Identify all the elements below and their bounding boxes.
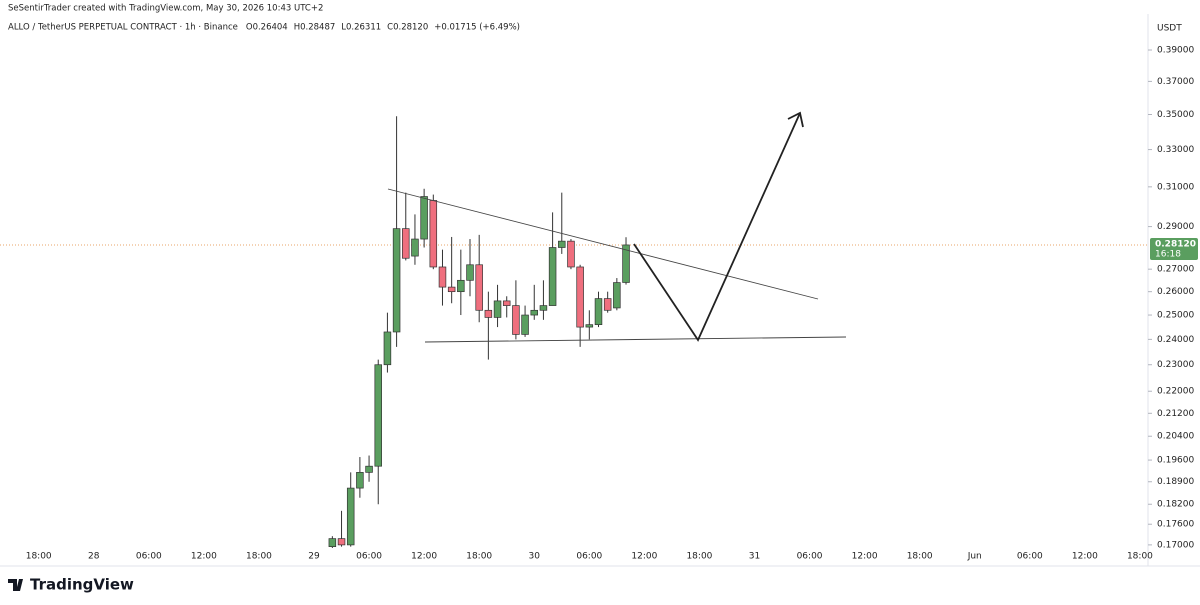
y-tick-label: 0.27000 [1157,265,1194,275]
y-tick-label: 0.22000 [1157,387,1194,397]
x-tick-label: 30 [529,552,541,562]
x-tick-label: 06:00 [797,552,823,562]
y-tick-label: 0.18900 [1157,477,1194,487]
upper-trendline [387,188,819,300]
y-tick-label: 0.31000 [1157,182,1194,192]
x-tick-label: 18:00 [1127,552,1153,562]
y-tick-label: 0.18200 [1157,500,1194,510]
ohlc-value: H0.28487 [294,23,336,33]
candle-body [548,247,557,306]
y-tick-label: 0.24000 [1157,335,1194,345]
current-price-label: 0.28120 [1155,239,1196,249]
candle-body [521,314,529,335]
y-tick-label: 0.23000 [1157,360,1194,370]
candle-body [558,240,566,248]
candle-body [539,305,548,311]
candle-body [603,298,612,311]
x-tick-label: 06:00 [356,552,382,562]
plot-area [0,116,1148,548]
y-tick-label: 0.17600 [1157,520,1194,530]
y-tick-label: 0.25000 [1157,311,1194,321]
x-tick-label: 18:00 [686,552,712,562]
candle-body [484,309,493,318]
candle-body [567,240,575,268]
candle-body [493,300,502,318]
price-axis-panel [1148,14,1200,554]
y-tick-label: 0.39000 [1157,46,1194,56]
candle-body [411,238,419,257]
x-tick-label: Jun [967,552,982,562]
y-tick-label: 0.17000 [1157,540,1194,550]
credit: SeSentirTrader created with TradingView.… [8,4,323,14]
candle-body [392,228,401,333]
y-tick-label: 0.26000 [1157,287,1194,297]
current-price-box [1150,237,1198,260]
candle-body [402,228,410,259]
y-tick-label: 0.19600 [1157,456,1194,466]
currency: USDT [1157,24,1182,34]
y-tick-label: 0.29000 [1157,222,1194,232]
brand-logo [8,579,23,591]
x-tick-label: 18:00 [907,552,933,562]
ohlc-value: O0.26404 [246,23,288,33]
x-tick-label: 12:00 [1072,552,1098,562]
candle-body [356,472,364,489]
ohlc-value: C0.28120 [387,23,428,33]
x-tick-label: 18:00 [466,552,492,562]
x-tick-label: 28 [88,552,100,562]
ohlc-value: +0.01715 (+6.49%) [434,23,520,33]
candle-body [457,279,465,293]
x-tick-label: 29 [308,552,320,562]
candle-body [328,538,337,547]
candle-body [613,282,621,309]
candle-body [475,264,483,311]
candle-body [365,465,373,473]
x-tick-label: 12:00 [191,552,217,562]
candle-body [374,364,382,467]
candle-body [576,266,584,328]
arrow-head [787,111,804,128]
candle-body [512,305,520,335]
x-tick-label: 18:00 [26,552,52,562]
x-tick-label: 12:00 [852,552,878,562]
candle-body [466,264,474,281]
y-tick-label: 0.20400 [1157,432,1194,442]
candle-body [337,538,346,546]
candle-body [383,331,392,366]
projection-path [633,112,801,342]
symbol: ALLO / TetherUS PERPETUAL CONTRACT · 1h … [8,23,238,33]
y-tick-label: 0.21200 [1157,409,1194,419]
y-tick-label: 0.33000 [1157,145,1194,155]
countdown: 16:18 [1155,249,1181,259]
x-tick-label: 12:00 [411,552,437,562]
candle-body [438,266,447,288]
y-tick-label: 0.35000 [1157,110,1194,120]
x-tick-label: 12:00 [631,552,657,562]
candle-body [585,324,594,328]
x-tick-label: 06:00 [576,552,602,562]
candle-body [622,244,630,283]
drawings [387,111,847,343]
candle-body [447,286,456,293]
x-tick-label: 31 [749,552,760,562]
y-tick-label: 0.37000 [1157,77,1194,87]
candle-body [594,298,603,326]
candle-body [420,196,428,240]
candle-body [530,309,539,316]
candle-body [429,200,438,268]
ohlc-value: L0.26311 [341,23,381,33]
lower-trendline [424,336,847,343]
x-tick-label: 06:00 [136,552,162,562]
candle-body [502,300,511,306]
x-tick-label: 18:00 [246,552,272,562]
x-tick-label: 06:00 [1017,552,1043,562]
brand: TradingView [30,576,134,594]
candle-body [346,487,355,546]
